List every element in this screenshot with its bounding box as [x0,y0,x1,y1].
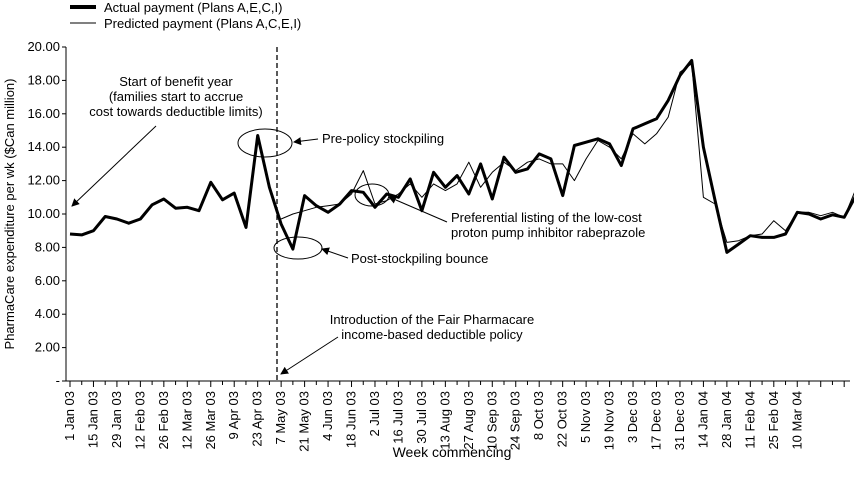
x-tick-label: 15 Jan 03 [85,391,100,448]
x-tick-label: 17 Dec 03 [649,391,664,450]
y-tick-label: 16.00 [27,106,60,121]
annotation-fair-pharmacare-line: income-based deductible policy [341,327,523,342]
x-tick-label: 14 Jan 04 [695,391,710,448]
annotation-start-benefit-year-line: cost towards deductible limits) [89,104,262,119]
legend-label: Actual payment (Plans A,E,C,I) [104,0,282,15]
legend-label: Predicted payment (Plans A,C,E,I) [104,16,301,31]
annotation-start-benefit-year-line: (families start to accrue [109,89,243,104]
x-tick-label: 3 Dec 03 [625,391,640,443]
annotation-ppi-listing-line: proton pump inhibitor rabeprazole [451,225,645,240]
x-tick-label: 23 Apr 03 [250,391,265,447]
x-tick-label: 9 Apr 03 [226,391,241,439]
x-tick-label: 12 Feb 03 [132,391,147,450]
y-tick-label: 4.00 [35,306,60,321]
x-tick-label: 16 Jul 03 [390,391,405,444]
x-tick-label: 1 Jan 03 [62,391,77,441]
x-tick-label: 29 Jan 03 [109,391,124,448]
x-tick-label: 4 Jun 03 [320,391,335,441]
annotation-fair-pharmacare: Introduction of the Fair Pharmacareincom… [330,312,535,342]
annotation-ppi-listing-line: Preferential listing of the low-cost [451,210,642,225]
x-tick-label: 19 Nov 03 [602,391,617,450]
x-tick-label: 7 May 03 [273,391,288,444]
annotation-start-benefit-year-line: Start of benefit year [119,74,233,89]
y-tick-label: 10.00 [27,206,60,221]
x-tick-label: 10 Sep 03 [484,391,499,450]
arrow-fair-pharmacare [280,336,339,375]
annotation-pre-policy-stockpiling: Pre-policy stockpiling [322,131,444,146]
annotation-fair-pharmacare-line: Introduction of the Fair Pharmacare [330,312,535,327]
y-tick-label: 20.00 [27,39,60,54]
x-tick-label: 12 Mar 03 [179,391,194,450]
ellipse-pre-policy [237,128,293,158]
x-tick-label: 5 Nov 03 [578,391,593,443]
arrow-post-stockpiling [321,247,349,259]
y-tick-label: 2.00 [35,340,60,355]
x-tick-label: 2 Jul 03 [367,391,382,437]
annotation-post-stockpiling-bounce-line: Post-stockpiling bounce [351,251,488,266]
x-tick-label: 30 Jul 03 [414,391,429,444]
annotation-ppi-listing: Preferential listing of the low-costprot… [451,210,645,240]
x-tick-label: 26 Mar 03 [203,391,218,450]
y-axis-title: PharmaCare expenditure per wk ($Can mill… [2,79,17,350]
ellipse-ppi [354,183,390,207]
x-tick-label: 25 Feb 04 [766,391,781,450]
y-tick-label: - [56,373,60,388]
x-tick-label: 8 Oct 03 [531,391,546,440]
legend: Actual payment (Plans A,E,C,I)Predicted … [70,0,301,31]
annotation-pre-policy-stockpiling-line: Pre-policy stockpiling [322,131,444,146]
x-tick-label: 24 Sep 03 [508,391,523,450]
annotation-post-stockpiling-bounce: Post-stockpiling bounce [351,251,488,266]
arrow-pre-policy [293,137,319,146]
arrow-start-benefit-year [71,125,157,207]
annotation-start-benefit-year: Start of benefit year(families start to … [89,74,262,119]
predicted-payment-line [280,63,854,243]
x-tick-label: 27 Aug 03 [461,391,476,450]
y-tick-label: 6.00 [35,273,60,288]
x-tick-label: 10 Mar 04 [789,391,804,450]
x-tick-label: 18 Jun 03 [344,391,359,448]
x-tick-label: 22 Oct 03 [555,391,570,447]
arrow-ppi [388,196,448,223]
y-tick-label: 14.00 [27,139,60,154]
x-axis-title: Week commencing [393,444,512,460]
x-tick-label: 28 Jan 04 [719,391,734,448]
x-tick-label: 11 Feb 04 [742,391,757,449]
y-tick-label: 18.00 [27,72,60,87]
x-tick-label: 13 Aug 03 [437,391,452,450]
ellipse-post-stockpiling [273,236,323,260]
y-tick-label: 12.00 [27,173,60,188]
x-tick-label: 26 Feb 03 [156,391,171,450]
actual-payment-line [69,58,854,254]
x-tick-label: 21 May 03 [297,391,312,452]
x-tick-label: 31 Dec 03 [672,391,687,450]
y-tick-label: 8.00 [35,239,60,254]
